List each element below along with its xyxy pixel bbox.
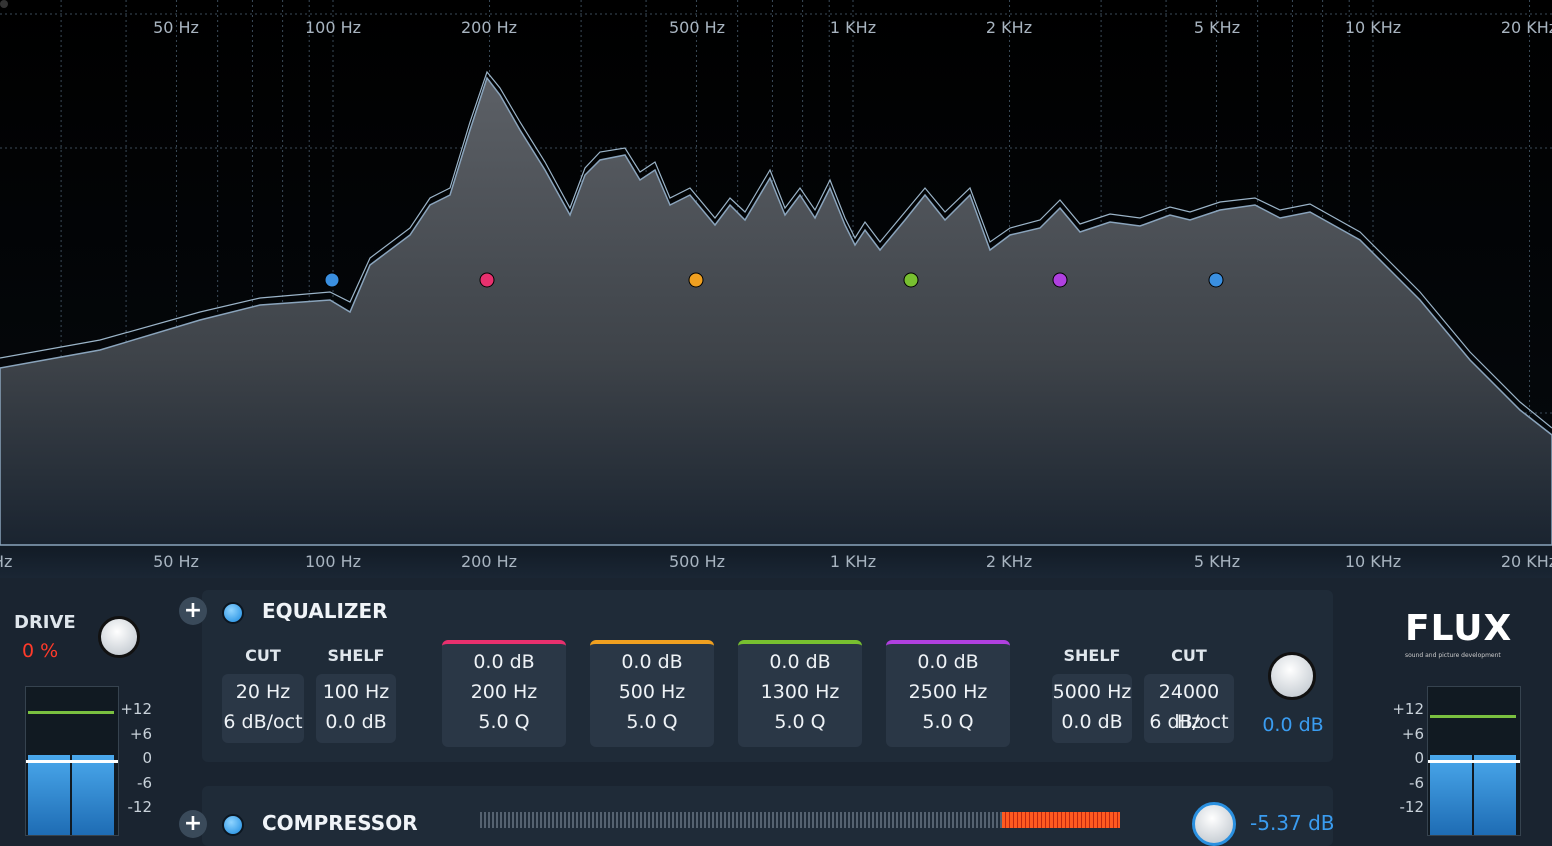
spectrum-analyzer: 50 Hz 100 Hz 200 Hz 500 Hz 1 KHz 2 KHz 5 KHz 10… bbox=[0, 0, 1552, 578]
eq-node[interactable] bbox=[1208, 272, 1224, 288]
eq-node[interactable] bbox=[1052, 272, 1068, 288]
band-header: CUT bbox=[1171, 646, 1207, 665]
meter-scale: +12 +6 0 -6 -12 bbox=[1390, 697, 1424, 820]
scale-label: +12 bbox=[120, 700, 152, 718]
add-button[interactable]: + bbox=[179, 597, 207, 625]
freq-label: 50 Hz bbox=[153, 552, 199, 571]
freq-label: 2 KHz bbox=[986, 552, 1032, 571]
band-box[interactable]: 100 Hz 0.0 dB bbox=[316, 674, 396, 743]
band-value: 2500 Hz bbox=[908, 681, 988, 703]
freq-label: 100 Hz bbox=[305, 552, 361, 571]
freq-label: 2 KHz bbox=[986, 18, 1032, 37]
scale-label: -12 bbox=[127, 798, 153, 816]
band-value: 20 Hz bbox=[235, 681, 291, 703]
band-value: 24000 Hz bbox=[1158, 681, 1220, 733]
band-value: 0.0 dB bbox=[473, 651, 535, 673]
spectrum-fill bbox=[0, 76, 1552, 546]
freq-label: 10 KHz bbox=[1345, 552, 1401, 571]
band-box[interactable]: 5000 Hz 0.0 dB bbox=[1052, 674, 1132, 743]
band-value: 5.0 Q bbox=[478, 711, 530, 733]
band-value: 5000 Hz bbox=[1052, 681, 1132, 703]
freq-label: 100 Hz bbox=[305, 18, 361, 37]
band-box[interactable]: 0.0 dB 200 Hz 5.0 Q bbox=[442, 640, 566, 747]
band-header: CUT bbox=[245, 646, 281, 665]
band-box[interactable]: 0.0 dB 2500 Hz 5.0 Q bbox=[886, 640, 1010, 747]
output-meter bbox=[1427, 686, 1521, 836]
band-box[interactable]: 20 Hz 6 dB/oct bbox=[222, 674, 304, 743]
band-value: 5.0 Q bbox=[774, 711, 826, 733]
logo-tagline: sound and picture development bbox=[1405, 652, 1501, 659]
scale-label: -6 bbox=[137, 773, 152, 792]
band-header: SHELF bbox=[1063, 646, 1121, 665]
eq-node[interactable] bbox=[903, 272, 919, 288]
freq-label: 5 KHz bbox=[1194, 18, 1240, 37]
drive-label: DRIVE bbox=[14, 612, 76, 633]
freq-label: 500 Hz bbox=[669, 552, 725, 571]
compressor-value: -5.37 dB bbox=[1250, 811, 1335, 835]
band-value: 5.0 Q bbox=[626, 711, 678, 733]
eq-title: EQUALIZER bbox=[262, 599, 388, 623]
eq-enable[interactable] bbox=[222, 602, 244, 624]
band-value: 6 dB/oct bbox=[1149, 711, 1229, 733]
eq-node[interactable] bbox=[479, 272, 495, 288]
drive-value: 0 % bbox=[22, 640, 59, 662]
scale-label: 0 bbox=[1414, 749, 1424, 767]
scale-label: -12 bbox=[1399, 798, 1425, 816]
band-value: 0.0 dB bbox=[917, 651, 979, 673]
freq-label: 200 Hz bbox=[461, 552, 517, 571]
freq-label: 10 KHz bbox=[1345, 18, 1401, 37]
band-value: 200 Hz bbox=[470, 681, 538, 703]
logo: FLUX bbox=[1405, 608, 1513, 649]
freq-label: 5 KHz bbox=[1194, 552, 1240, 571]
band-value: 0.0 dB bbox=[1061, 711, 1123, 733]
freq-label: 50 Hz bbox=[153, 18, 199, 37]
compressor-title: COMPRESSOR bbox=[262, 811, 418, 835]
compressor-knob[interactable] bbox=[1192, 802, 1236, 846]
eq-node[interactable] bbox=[324, 272, 340, 288]
band-value: 500 Hz bbox=[618, 681, 686, 703]
band-value: 0.0 dB bbox=[621, 651, 683, 673]
freq-label: Hz bbox=[0, 552, 12, 571]
band-box[interactable]: 24000 Hz 6 dB/oct bbox=[1144, 674, 1234, 743]
freq-label: 200 Hz bbox=[461, 18, 517, 37]
spectrum-peak-line bbox=[0, 70, 1552, 429]
band-value: 1300 Hz bbox=[760, 681, 840, 703]
drive-knob[interactable] bbox=[98, 616, 140, 658]
freq-label: 1 KHz bbox=[830, 552, 876, 571]
compressor-enable[interactable] bbox=[222, 814, 244, 836]
band-header: SHELF bbox=[327, 646, 385, 665]
meter-scale: +12 +6 0 -6 -12 bbox=[118, 697, 152, 820]
band-value: 5.0 Q bbox=[922, 711, 974, 733]
gain-reduction-meter bbox=[480, 812, 1120, 828]
add-button[interactable]: + bbox=[179, 810, 207, 838]
freq-label: 20 KHz bbox=[1501, 18, 1552, 37]
freq-label: 500 Hz bbox=[669, 18, 725, 37]
band-box[interactable]: 0.0 dB 1300 Hz 5.0 Q bbox=[738, 640, 862, 747]
output-gain: 0.0 dB bbox=[1262, 714, 1324, 736]
scale-label: +6 bbox=[129, 724, 152, 743]
band-box[interactable]: 0.0 dB 500 Hz 5.0 Q bbox=[590, 640, 714, 747]
freq-label: 20 KHz bbox=[1501, 552, 1552, 571]
band-value: 100 Hz bbox=[322, 681, 390, 703]
eq-node[interactable] bbox=[688, 272, 704, 288]
freq-label: 1 KHz bbox=[830, 18, 876, 37]
input-meter bbox=[25, 686, 119, 836]
scale-label: -6 bbox=[1409, 773, 1424, 792]
scale-label: +6 bbox=[1401, 724, 1424, 743]
output-knob[interactable] bbox=[1268, 652, 1316, 700]
drive-led bbox=[0, 0, 8, 8]
scale-label: 0 bbox=[142, 749, 152, 767]
band-value: 0.0 dB bbox=[769, 651, 831, 673]
band-value: 0.0 dB bbox=[325, 711, 387, 733]
band-value: 6 dB/oct bbox=[223, 711, 303, 733]
scale-label: +12 bbox=[1392, 700, 1424, 718]
